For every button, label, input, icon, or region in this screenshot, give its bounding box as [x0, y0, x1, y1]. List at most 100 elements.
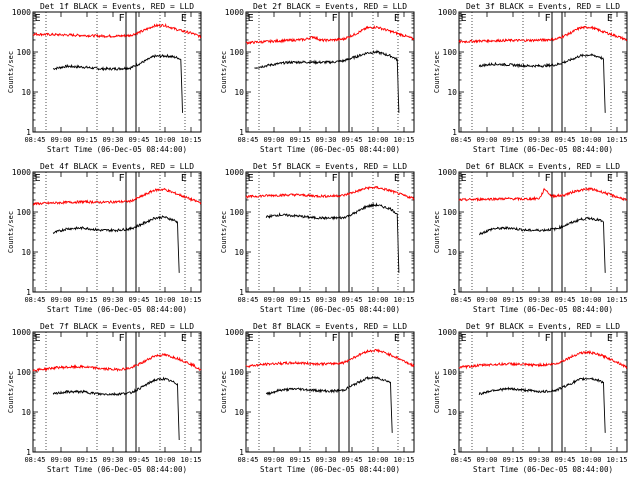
y-tick-label: 100 [17, 208, 32, 217]
events-series-line [265, 202, 400, 273]
x-tick-label: 09:00 [50, 136, 71, 144]
y-tick-label: 100 [17, 368, 32, 377]
x-tick-label: 08:45 [450, 136, 471, 144]
x-tick-label: 10:15 [393, 456, 414, 464]
x-axis-label: Start Time (06-Dec-05 08:44:00) [260, 305, 400, 314]
y-axis-label: Counts/sec [220, 371, 228, 413]
x-tick-label: 08:45 [237, 296, 258, 304]
y-tick-label: 1000 [438, 328, 457, 337]
events-series-line [478, 376, 606, 433]
lld-series-line [245, 24, 415, 45]
chart-panel-7: Det 7f BLACK = Events, RED = LLD 1 10 100 10… [7, 322, 202, 474]
interval-marker-e: E [181, 173, 187, 184]
x-tick-label: 10:00 [154, 136, 175, 144]
interval-marker-f: F [332, 13, 338, 24]
lld-series-line [245, 348, 415, 368]
x-tick-label: 10:00 [367, 136, 388, 144]
x-tick-label: 09:30 [315, 296, 336, 304]
interval-marker-e: E [607, 333, 613, 344]
x-tick-label: 08:45 [24, 136, 45, 144]
interval-marker-e: E [394, 333, 400, 344]
y-tick-label: 1 [452, 448, 457, 457]
y-tick-label: 1 [239, 128, 244, 137]
events-series-line [52, 376, 180, 441]
chart-title: Det 8f BLACK = Events, RED = LLD [253, 322, 407, 331]
interval-marker-f: F [332, 173, 338, 184]
x-axis-label: Start Time (06-Dec-05 08:44:00) [260, 145, 400, 154]
chart-title: Det 3f BLACK = Events, RED = LLD [466, 2, 620, 11]
x-tick-label: 08:45 [237, 456, 258, 464]
x-tick-label: 08:45 [450, 296, 471, 304]
x-tick-label: 10:00 [367, 296, 388, 304]
x-tick-label: 09:45 [128, 296, 149, 304]
plot-frame [245, 171, 415, 293]
y-tick-label: 100 [230, 48, 245, 57]
x-tick-label: 09:15 [76, 136, 97, 144]
chart-title: Det 4f BLACK = Events, RED = LLD [40, 162, 194, 171]
chart-panel-6: Det 6f BLACK = Events, RED = LLD 1 10 100 10… [433, 162, 628, 314]
y-axis-label: Counts/sec [7, 211, 15, 253]
y-axis-label: Counts/sec [7, 51, 15, 93]
x-tick-label: 09:45 [554, 136, 575, 144]
y-tick-label: 10 [21, 88, 31, 97]
x-tick-label: 09:15 [502, 136, 523, 144]
chart-panel-9: Det 9f BLACK = Events, RED = LLD 1 10 100 10… [433, 322, 628, 474]
interval-marker-e: E [248, 13, 254, 24]
x-axis-label: Start Time (06-Dec-05 08:44:00) [260, 465, 400, 474]
y-axis-label: Counts/sec [433, 51, 441, 93]
chart-title: Det 2f BLACK = Events, RED = LLD [253, 2, 407, 11]
plot-frame [245, 11, 415, 133]
y-tick-label: 100 [443, 368, 458, 377]
x-tick-label: 08:45 [24, 456, 45, 464]
lld-series-line [32, 22, 202, 39]
y-tick-label: 1 [452, 288, 457, 297]
x-tick-label: 10:00 [580, 136, 601, 144]
y-tick-label: 100 [230, 368, 245, 377]
y-tick-label: 10 [234, 88, 244, 97]
y-tick-label: 1 [239, 448, 244, 457]
events-series-line [265, 375, 393, 433]
interval-marker-f: F [119, 173, 125, 184]
events-series-line [254, 49, 400, 113]
y-tick-label: 10 [21, 248, 31, 257]
x-tick-label: 09:00 [476, 136, 497, 144]
chart-panel-3: Det 3f BLACK = Events, RED = LLD 1 10 100 10… [433, 2, 628, 154]
chart-title: Det 1f BLACK = Events, RED = LLD [40, 2, 194, 11]
x-tick-label: 09:45 [341, 136, 362, 144]
y-tick-label: 10 [234, 248, 244, 257]
y-tick-label: 1 [452, 128, 457, 137]
lld-series-line [458, 187, 627, 203]
x-tick-label: 09:45 [341, 296, 362, 304]
plot-frame [32, 11, 202, 133]
interval-marker-e: E [461, 173, 467, 184]
y-tick-label: 1000 [12, 8, 31, 17]
y-tick-label: 1000 [438, 168, 457, 177]
y-tick-label: 1000 [225, 8, 244, 17]
x-tick-label: 09:30 [315, 456, 336, 464]
y-tick-label: 1000 [225, 328, 244, 337]
y-tick-label: 1 [26, 288, 31, 297]
interval-marker-e: E [35, 333, 41, 344]
lld-series-line [32, 187, 202, 206]
x-tick-label: 09:00 [50, 296, 71, 304]
y-tick-label: 1 [239, 288, 244, 297]
x-tick-label: 10:00 [154, 456, 175, 464]
x-tick-label: 09:45 [554, 456, 575, 464]
x-tick-label: 09:30 [528, 456, 549, 464]
x-axis-label: Start Time (06-Dec-05 08:44:00) [47, 145, 187, 154]
lld-series-line [458, 349, 628, 370]
lld-series-line [245, 185, 415, 201]
y-tick-label: 10 [21, 408, 31, 417]
y-tick-label: 1 [26, 128, 31, 137]
y-axis-label: Counts/sec [433, 371, 441, 413]
y-tick-label: 100 [230, 208, 245, 217]
plot-frame [458, 331, 628, 453]
interval-marker-f: F [545, 13, 551, 24]
x-tick-label: 09:15 [289, 456, 310, 464]
chart-title: Det 5f BLACK = Events, RED = LLD [253, 162, 407, 171]
x-tick-label: 09:15 [502, 456, 523, 464]
y-axis-label: Counts/sec [433, 211, 441, 253]
events-series-line [479, 216, 606, 273]
y-tick-label: 10 [234, 408, 244, 417]
x-tick-label: 10:15 [180, 456, 201, 464]
